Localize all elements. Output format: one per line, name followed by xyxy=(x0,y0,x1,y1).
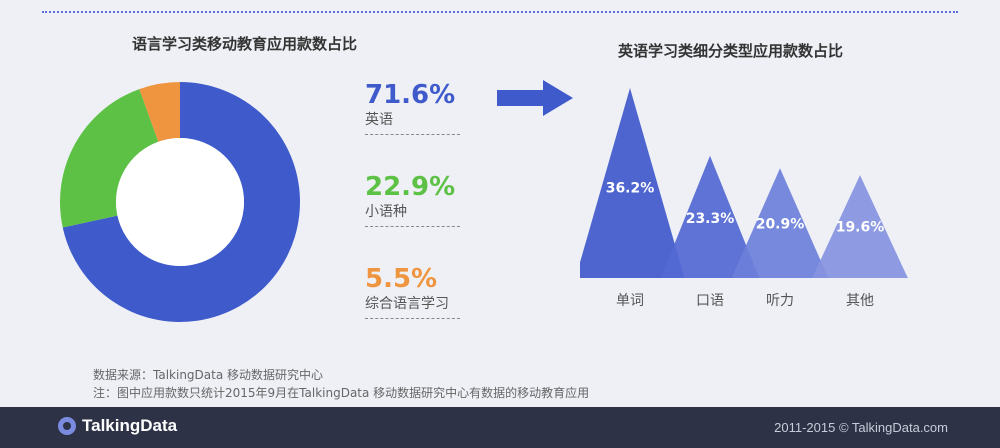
stat-divider xyxy=(365,134,460,135)
right-chart-title: 英语学习类细分类型应用款数占比 xyxy=(618,42,844,60)
stat-english: 71.6% 英语 xyxy=(365,80,460,135)
footnote: 注：图中应用款数只统计2015年9月在TalkingData 移动数据研究中心有… xyxy=(93,386,590,400)
category-label-1: 单词 xyxy=(616,293,644,309)
triangle-mark-2 xyxy=(660,155,760,278)
stat-comprehensive-name: 综合语言学习 xyxy=(365,296,449,312)
stat-english-pct: 71.6% xyxy=(365,80,456,110)
data-label-1: 36.2% xyxy=(606,181,655,197)
stat-minor-languages: 22.9% 小语种 xyxy=(365,172,460,227)
right-arrow-icon xyxy=(497,80,573,116)
footer-bar: TalkingData 2011-2015 © TalkingData.com xyxy=(0,407,1000,448)
stat-minor-languages-pct: 22.9% xyxy=(365,172,456,202)
category-label-3: 听力 xyxy=(766,293,794,309)
top-dotted-divider xyxy=(42,11,958,13)
donut-hole xyxy=(116,138,244,266)
category-label-2: 口语 xyxy=(696,293,724,309)
left-chart-title: 语言学习类移动教育应用款数占比 xyxy=(132,35,358,53)
donut-chart xyxy=(59,82,300,322)
logo-text: TalkingData xyxy=(82,416,178,435)
data-label-2: 23.3% xyxy=(686,211,735,227)
talkingdata-logo: TalkingData xyxy=(58,416,177,436)
category-label-4: 其他 xyxy=(846,293,874,309)
donut-slice-1 xyxy=(62,82,300,322)
stat-comprehensive: 5.5% 综合语言学习 xyxy=(365,264,460,319)
stat-english-name: 英语 xyxy=(365,112,393,128)
donut-slice-2 xyxy=(59,89,159,228)
stat-divider xyxy=(365,226,460,227)
logo-mark-icon xyxy=(58,417,76,435)
triangle-mark-1 xyxy=(580,88,685,278)
data-label-4: 19.6% xyxy=(836,220,885,236)
triangle-mark-4 xyxy=(812,175,908,278)
stat-minor-languages-name: 小语种 xyxy=(365,204,407,220)
triangle-mark-3 xyxy=(731,168,829,278)
stat-comprehensive-pct: 5.5% xyxy=(365,264,438,294)
source-note: 数据来源：TalkingData 移动数据研究中心 xyxy=(93,368,324,382)
stat-divider xyxy=(365,318,460,319)
donut-slice-3 xyxy=(139,82,180,142)
data-label-3: 20.9% xyxy=(756,217,805,233)
copyright-text: 2011-2015 © TalkingData.com xyxy=(774,420,948,435)
triangle-chart: 36.2% 单词 23.3% 口语 20.9% 听力 19.6% 其他 xyxy=(580,88,908,309)
